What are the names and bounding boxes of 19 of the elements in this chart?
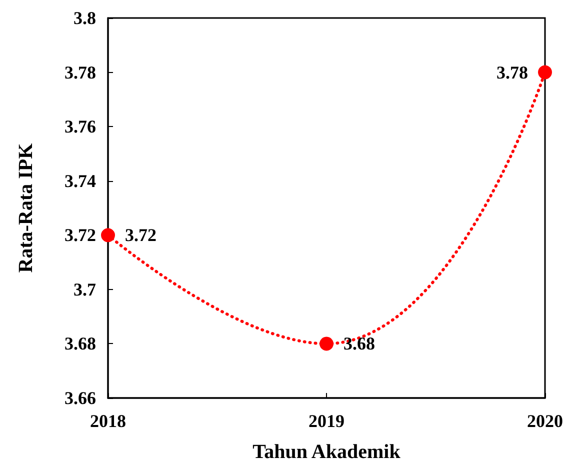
point — [538, 65, 552, 80]
x-tick-label: 2019 — [308, 411, 344, 431]
y-tick-label: 3.66 — [64, 388, 96, 408]
data-label: 3.78 — [496, 62, 528, 82]
y-tick-label: 3.74 — [64, 170, 96, 191]
y-tick-label: 3.68 — [64, 334, 96, 354]
x-axis-title: Tahun Akademik — [252, 441, 402, 463]
data-label: 3.72 — [125, 225, 156, 246]
y-tick-label: 3.76 — [64, 116, 96, 137]
point — [101, 228, 115, 242]
point — [320, 336, 334, 351]
y-tick-label: 3.7 — [74, 279, 96, 300]
y-axis-title: Rata-Rata IPK — [15, 142, 37, 273]
y-tick-label: 3.8 — [74, 8, 96, 28]
y-tick-label: 3.72 — [64, 225, 96, 246]
y-tick-label: 3.78 — [64, 62, 96, 82]
x-tick-label: 2018 — [90, 411, 126, 431]
x-tick-label: 2020 — [527, 411, 563, 431]
data-label: 3.68 — [344, 334, 375, 354]
